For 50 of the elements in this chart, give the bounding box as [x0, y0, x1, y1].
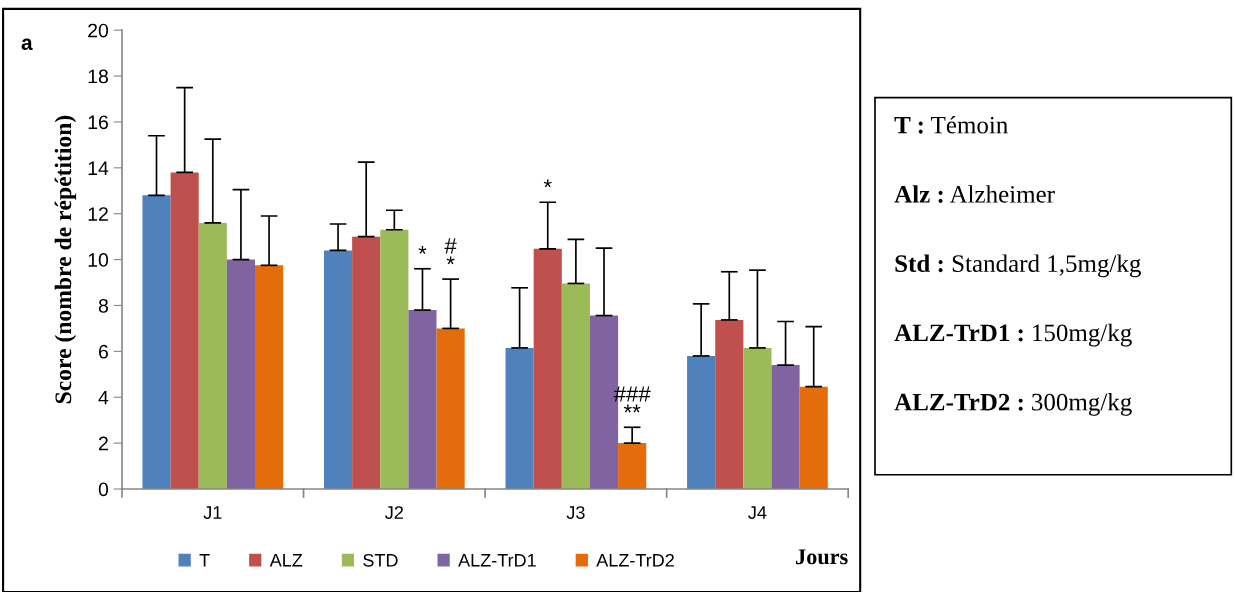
bar [618, 443, 647, 489]
bar [170, 172, 199, 489]
y-tick-label: 10 [88, 253, 109, 267]
bar [323, 250, 353, 489]
y-tick-label: 6 [99, 344, 108, 359]
x-tick-label: J1 [203, 506, 222, 519]
y-tick-label: 0 [98, 482, 109, 497]
legend-label: STD [363, 553, 398, 567]
y-tick-label: 14 [88, 161, 109, 175]
text: a [21, 38, 33, 50]
text: Alz : Alzheimer [894, 185, 1055, 203]
bar [687, 355, 716, 489]
bar [715, 319, 744, 489]
y-tick-label: 16 [88, 115, 108, 130]
text: T : Témoin [894, 115, 1008, 134]
legend-label: T [199, 554, 210, 567]
bar [799, 386, 828, 489]
legend-label: ALZ-TrD2 [596, 553, 674, 567]
x-tick-label: J3 [566, 506, 585, 519]
y-tick-label: 18 [88, 69, 108, 84]
x-axis-title: Jours [796, 549, 848, 565]
bar [352, 236, 381, 489]
bar [533, 248, 562, 489]
text: ALZ-TrD2 : 300mg/kg [894, 392, 1132, 416]
annotation: * [418, 246, 427, 254]
legend-label: ALZ-TrD1 [458, 554, 536, 567]
y-tick-label: 12 [88, 207, 108, 221]
bar [505, 347, 534, 489]
annotation: * [543, 179, 552, 188]
text: ALZ-TrD1 : 150mg/kg [894, 323, 1132, 347]
bar [743, 347, 772, 489]
y-tick-label: 20 [88, 23, 109, 38]
annotation: # * [444, 238, 457, 265]
bar [771, 365, 800, 489]
y-tick-label: 8 [98, 298, 108, 313]
y-axis-title: Score (nombre de répétition) [54, 115, 77, 404]
bar [226, 259, 255, 489]
bar [142, 195, 171, 489]
bar [255, 265, 284, 489]
bar [408, 310, 437, 489]
bar [561, 283, 590, 489]
y-tick-label: 2 [98, 436, 108, 451]
text: Std : Standard 1,5mg/kg [895, 254, 1141, 278]
bar [380, 229, 409, 489]
x-tick-label: J4 [748, 506, 767, 519]
bar [436, 328, 465, 489]
y-tick-label: 4 [98, 390, 109, 405]
x-tick-label: J2 [385, 506, 403, 519]
bar [198, 222, 227, 489]
legend-label: ALZ [269, 554, 303, 567]
